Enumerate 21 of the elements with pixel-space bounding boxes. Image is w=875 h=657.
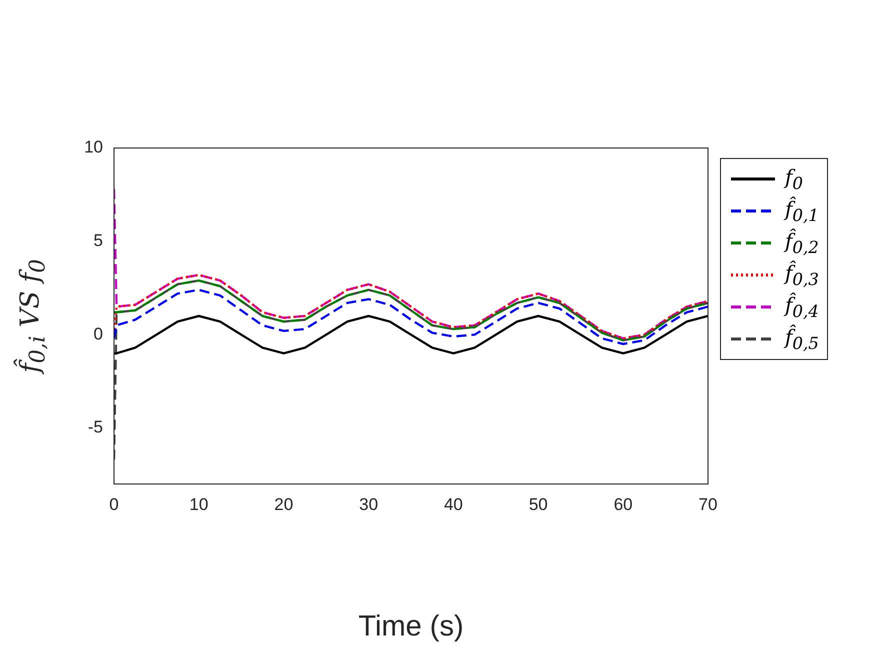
legend-label: f̂$_{0,4}$ <box>785 293 819 321</box>
legend-label: f$_{0}$ <box>785 165 804 193</box>
legend-label: f̂$_{0,2}$ <box>785 229 819 257</box>
y-tick-label: -5 <box>88 418 103 437</box>
legend-label: f̂$_{0,5}$ <box>785 325 819 353</box>
x-tick-label: 50 <box>528 494 548 514</box>
y-tick-label: 10 <box>84 138 103 157</box>
y-tick-label: 5 <box>94 231 103 250</box>
x-tick-label: 30 <box>359 494 378 514</box>
legend-label: f̂$_{0,3}$ <box>785 261 819 289</box>
legend-label: f̂$_{0,1}$ <box>785 197 819 225</box>
y-tick-label: 0 <box>94 324 103 344</box>
x-tick-label: 40 <box>444 494 463 514</box>
line-series <box>114 279 708 461</box>
x-tick-label: 0 <box>109 494 119 514</box>
x-tick-label: 60 <box>614 494 633 514</box>
x-tick-label: 20 <box>274 494 294 514</box>
x-tick-label: 10 <box>189 494 208 514</box>
line-series <box>114 288 708 346</box>
x-tick-label: 70 <box>698 494 718 514</box>
x-axis-title: Time (s) <box>358 610 464 643</box>
